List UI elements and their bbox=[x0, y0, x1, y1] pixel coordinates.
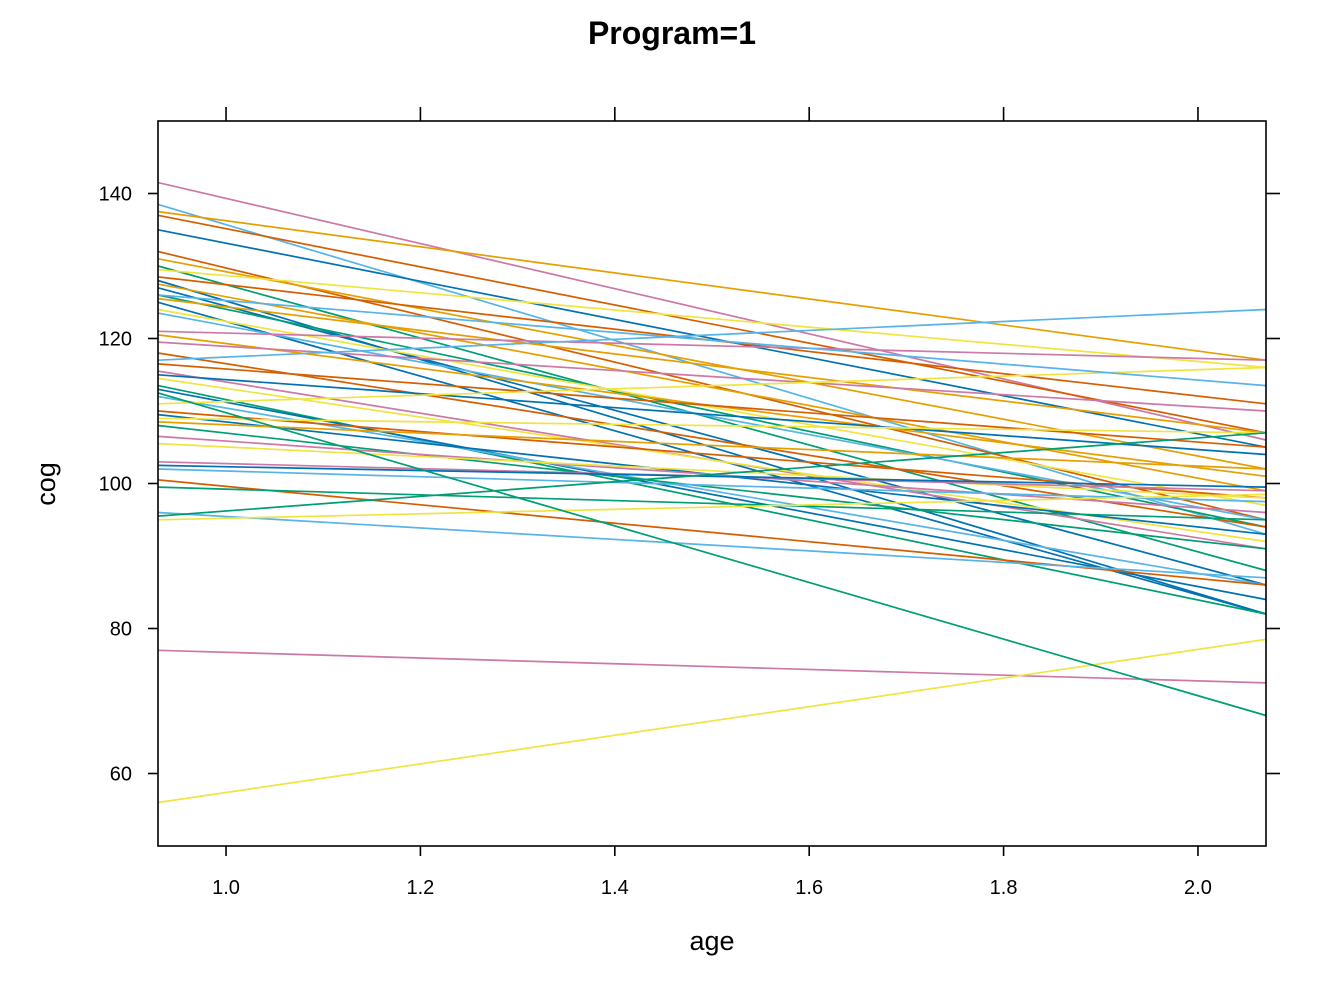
series-line-2 bbox=[157, 203, 1267, 536]
x-tick-label-3: 1.4 bbox=[601, 877, 629, 899]
y-tick-label-4: 120 bbox=[99, 329, 132, 351]
series-line-3 bbox=[157, 210, 1267, 362]
series-line-15 bbox=[157, 297, 1267, 434]
series-line-19 bbox=[157, 330, 1267, 362]
series-line-42 bbox=[157, 479, 1267, 586]
series-line-4 bbox=[157, 214, 1267, 434]
series-line-47 bbox=[157, 649, 1267, 684]
y-axis: 60 80 100 120 140 bbox=[99, 184, 1280, 786]
series-line-41 bbox=[157, 468, 1267, 503]
x-tick-label-6: 2.0 bbox=[1184, 877, 1212, 899]
series-line-48 bbox=[157, 638, 1267, 804]
series-line-21 bbox=[157, 341, 1267, 412]
series-line-24 bbox=[157, 363, 1267, 449]
series-line-29 bbox=[157, 388, 1267, 601]
series-line-18 bbox=[157, 312, 1267, 521]
x-tick-label-2: 1.2 bbox=[407, 877, 435, 899]
series-line-38 bbox=[157, 442, 1267, 499]
series-line-50 bbox=[157, 294, 1267, 387]
x-tick-label-5: 1.8 bbox=[990, 877, 1018, 899]
series-line-7 bbox=[157, 257, 1267, 470]
series-line-35 bbox=[157, 421, 1267, 470]
series-line-17 bbox=[157, 308, 1267, 507]
y-axis-label: cog bbox=[31, 462, 61, 506]
y-tick-label-2: 80 bbox=[110, 619, 132, 641]
series-line-12 bbox=[157, 283, 1267, 492]
y-tick-label-1: 60 bbox=[110, 764, 132, 786]
series-line-44 bbox=[157, 511, 1267, 579]
series-line-40 bbox=[157, 464, 1267, 488]
series-line-43 bbox=[157, 486, 1267, 521]
series-line-9 bbox=[157, 268, 1267, 369]
series-line-49 bbox=[157, 392, 1267, 717]
x-axis-label: age bbox=[689, 926, 734, 956]
series-line-23 bbox=[157, 308, 1267, 362]
series-line-46 bbox=[157, 493, 1267, 521]
series-line-30 bbox=[157, 395, 1267, 586]
y-tick-label-3: 100 bbox=[99, 474, 132, 496]
series-line-26 bbox=[157, 373, 1267, 456]
x-tick-label-1: 1.0 bbox=[212, 877, 240, 899]
series-line-13 bbox=[157, 286, 1267, 586]
x-tick-label-4: 1.6 bbox=[795, 877, 823, 899]
plot-lines bbox=[157, 181, 1267, 804]
series-line-45 bbox=[157, 431, 1267, 517]
y-tick-label-5: 140 bbox=[99, 184, 132, 206]
chart-title: Program=1 bbox=[588, 15, 756, 51]
x-axis: 1.0 1.2 1.4 1.6 1.8 2.0 bbox=[212, 107, 1212, 899]
series-line-31 bbox=[157, 366, 1267, 405]
series-line-34 bbox=[157, 417, 1267, 434]
